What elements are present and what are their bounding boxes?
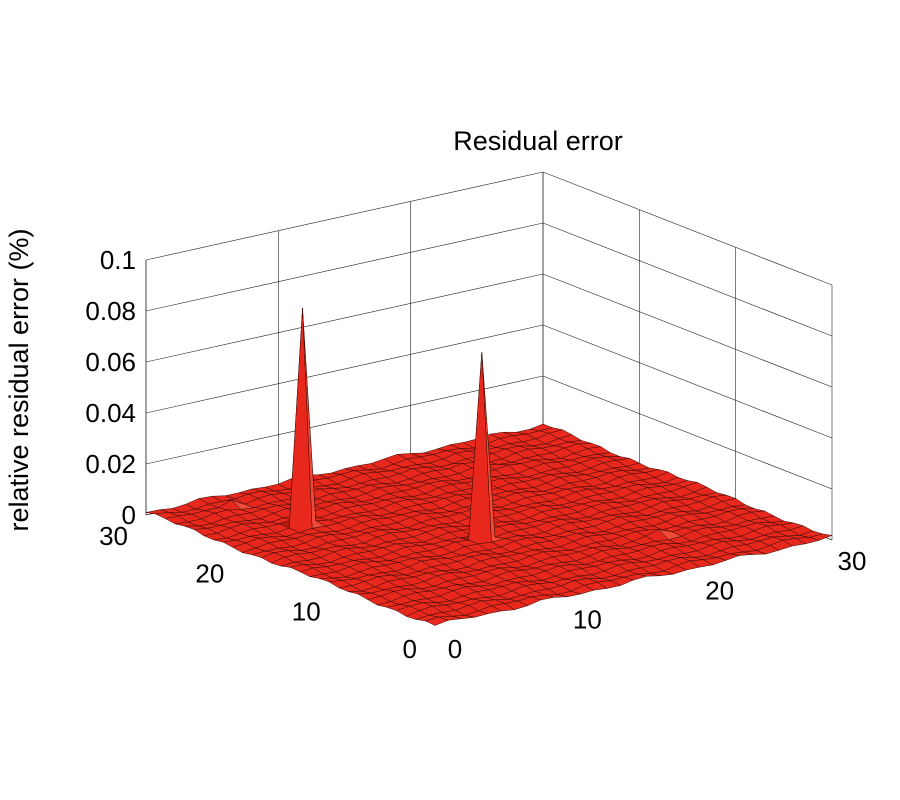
surface-plot [145,307,833,626]
z-tick-label: 0.04 [85,398,136,428]
z-axis-label: relative residual error (%) [4,228,34,531]
z-tick-label: 0.02 [85,449,136,479]
grid-line-z-left-4 [145,222,544,312]
z-tick-label: 0.08 [85,296,136,326]
y-tick-label: 0 [403,634,417,664]
y-tick-label: 20 [195,559,224,589]
z-tick-label: 0.06 [85,347,136,377]
grid-line-z-right-1 [542,375,833,490]
z-tick-label: 0.1 [100,245,136,275]
z-tick-label: 0 [122,500,136,530]
x-tick-label: 20 [705,575,734,605]
x-tick-label: 0 [448,634,462,664]
grid-line-z-right-5 [542,171,833,286]
grid-line-z-left-3 [145,273,544,363]
y-tick-label: 10 [292,596,321,626]
grid-line-z-left-1 [145,375,544,465]
grid-line-z-right-3 [542,273,833,388]
grid-line-z-left-2 [145,324,544,414]
surface-cell [425,616,449,626]
grid-line-z-right-2 [542,324,833,439]
grid-line-z-right-4 [542,222,833,337]
chart-title: Residual error [453,126,623,156]
x-tick-label: 30 [838,546,867,576]
x-tick-label: 10 [573,605,602,635]
y-tick-label: 30 [99,521,128,551]
grid-line-z-left-5 [145,171,544,261]
